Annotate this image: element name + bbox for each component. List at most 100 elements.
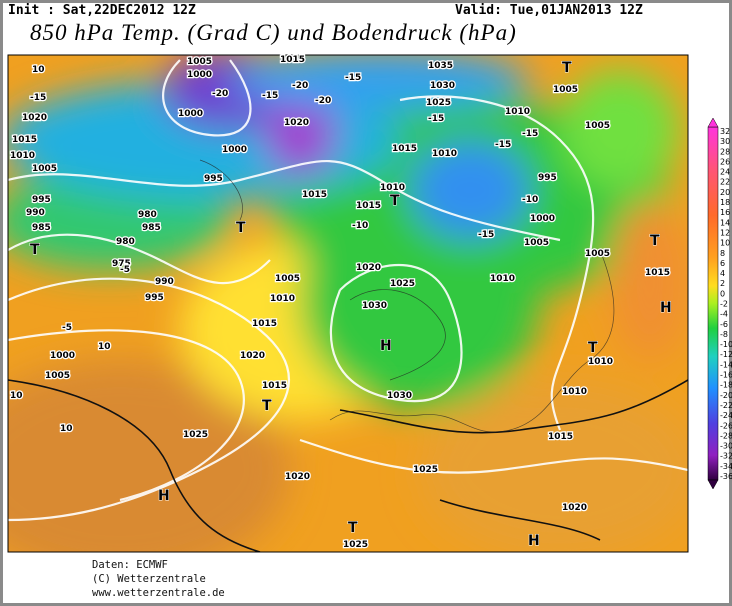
contour-label: 1030 <box>387 391 412 401</box>
colorbar-label: -22 <box>720 401 732 410</box>
init-time: Init : Sat,22DEC2012 12Z <box>8 3 196 18</box>
colorbar-label: -14 <box>720 360 732 369</box>
contour-label: 10 <box>10 391 23 401</box>
colorbar-label: 24 <box>720 168 730 177</box>
contour-label: 1010 <box>505 107 530 117</box>
colorbar-label: 28 <box>720 147 730 156</box>
contour-label: -5 <box>62 323 72 333</box>
contour-label: 1030 <box>362 301 387 311</box>
contour-label: 985 <box>32 223 51 233</box>
colorbar-label: 30 <box>720 137 730 146</box>
contour-label: 1020 <box>356 263 381 273</box>
colorbar-label: -6 <box>720 320 728 329</box>
contour-label: 995 <box>204 174 223 184</box>
pressure-center: T <box>588 340 598 356</box>
contour-label: 1005 <box>45 371 70 381</box>
footer-url: www.wetterzentrale.de <box>92 587 225 599</box>
contour-label: 1030 <box>430 81 455 91</box>
contour-label: 1010 <box>270 294 295 304</box>
contour-label: 1015 <box>252 319 277 329</box>
pressure-center: T <box>30 242 40 258</box>
contour-label: 995 <box>32 195 51 205</box>
contour-label: 1000 <box>530 214 555 224</box>
valid-time: Valid: Tue,01JAN2013 12Z <box>455 3 643 18</box>
contour-label: 1000 <box>222 145 247 155</box>
contour-label: 1005 <box>524 238 549 248</box>
contour-label: 1015 <box>548 432 573 442</box>
contour-label: 1005 <box>585 121 610 131</box>
contour-label: 1015 <box>302 190 327 200</box>
contour-label: -10 <box>352 221 368 231</box>
contour-label: -15 <box>345 73 361 83</box>
contour-label: 985 <box>142 223 161 233</box>
contour-label: 1005 <box>585 249 610 259</box>
pressure-center: T <box>650 233 660 249</box>
contour-label: 995 <box>145 293 164 303</box>
contour-label: 975 <box>112 259 131 269</box>
contour-label: 1015 <box>12 135 37 145</box>
pressure-center: H <box>660 300 672 316</box>
colorbar-label: 12 <box>720 228 730 237</box>
colorbar-label: 2 <box>720 279 725 288</box>
contour-label: -20 <box>292 81 308 91</box>
contour-label: 1015 <box>645 268 670 278</box>
colorbar-label: -30 <box>720 442 732 451</box>
contour-label: -15 <box>30 93 46 103</box>
map-border <box>7 54 689 553</box>
contour-label: 1000 <box>50 351 75 361</box>
colorbar-label: -20 <box>720 391 732 400</box>
pressure-center: H <box>158 488 170 504</box>
colorbar-label: -2 <box>720 300 728 309</box>
contour-label: -15 <box>478 230 494 240</box>
colorbar-label: -12 <box>720 350 732 359</box>
contour-label: 1035 <box>428 61 453 71</box>
contour-label: 1020 <box>284 118 309 128</box>
pressure-center: T <box>562 60 572 76</box>
contour-label: 1000 <box>187 70 212 80</box>
contour-label: 990 <box>155 277 174 287</box>
contour-label: 1000 <box>178 109 203 119</box>
contour-label: 1025 <box>413 465 438 475</box>
contour-label: 1020 <box>285 472 310 482</box>
colorbar-label: -28 <box>720 431 732 440</box>
contour-label: 1020 <box>22 113 47 123</box>
colorbar-label: -34 <box>720 462 732 471</box>
contour-label: 1015 <box>280 55 305 65</box>
contour-label: 1010 <box>490 274 515 284</box>
contour-label: 1010 <box>10 151 35 161</box>
pressure-center: H <box>380 338 392 354</box>
colorbar-label: -36 <box>720 472 732 481</box>
colorbar-label: 32 <box>720 127 730 136</box>
contour-label: 1010 <box>588 357 613 367</box>
colorbar-label: -8 <box>720 330 728 339</box>
footer-source: Daten: ECMWF <box>92 559 168 571</box>
contour-label: 1015 <box>356 201 381 211</box>
contour-label: 1005 <box>553 85 578 95</box>
contour-label: 1025 <box>183 430 208 440</box>
map-area <box>8 55 688 552</box>
colorbar-label: 26 <box>720 157 730 166</box>
colorbar-label: 6 <box>720 259 725 268</box>
contour-label: -20 <box>315 96 331 106</box>
pressure-center: T <box>348 520 358 536</box>
contour-label: 1010 <box>380 183 405 193</box>
colorbar-label: -4 <box>720 310 728 319</box>
contour-label: 10 <box>60 424 73 434</box>
colorbar-label: 8 <box>720 249 725 258</box>
colorbar-label: 18 <box>720 198 730 207</box>
contour-label: 995 <box>538 173 557 183</box>
colorbar-label: -26 <box>720 421 732 430</box>
colorbar-label: 0 <box>720 289 725 298</box>
contour-label: 1010 <box>562 387 587 397</box>
contour-label: -10 <box>522 195 538 205</box>
contour-label: 1005 <box>32 164 57 174</box>
colorbar-label: -24 <box>720 411 732 420</box>
contour-label: -15 <box>262 91 278 101</box>
contour-label: 1015 <box>392 144 417 154</box>
contour-label: 990 <box>26 208 45 218</box>
contour-label: -15 <box>495 140 511 150</box>
contour-label: -5 <box>120 265 130 275</box>
colorbar-label: 10 <box>720 239 730 248</box>
